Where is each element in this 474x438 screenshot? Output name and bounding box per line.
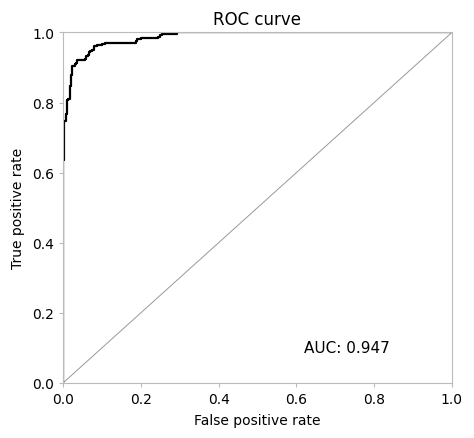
Title: ROC curve: ROC curve xyxy=(213,11,301,29)
Text: AUC: 0.947: AUC: 0.947 xyxy=(304,340,390,355)
Y-axis label: True positive rate: True positive rate xyxy=(11,148,25,268)
X-axis label: False positive rate: False positive rate xyxy=(194,413,321,427)
